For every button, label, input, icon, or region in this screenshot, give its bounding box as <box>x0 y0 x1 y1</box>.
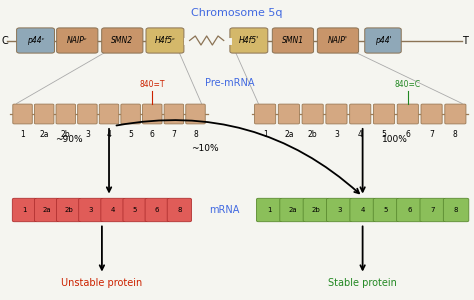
Text: 2b: 2b <box>311 207 320 213</box>
Text: 2a: 2a <box>284 130 293 139</box>
FancyBboxPatch shape <box>101 198 125 222</box>
FancyBboxPatch shape <box>57 28 98 53</box>
Text: 3: 3 <box>89 207 93 213</box>
Text: 6: 6 <box>405 130 410 139</box>
Text: 840=C: 840=C <box>395 80 421 89</box>
Text: H4f5ᶜ: H4f5ᶜ <box>155 36 175 45</box>
Text: 1: 1 <box>267 207 272 213</box>
Text: Chromosome 5q: Chromosome 5q <box>191 8 283 17</box>
Text: 5: 5 <box>384 207 388 213</box>
Text: 7: 7 <box>172 130 176 139</box>
Text: Pre-mRNA: Pre-mRNA <box>205 79 255 88</box>
FancyBboxPatch shape <box>350 104 371 124</box>
FancyBboxPatch shape <box>302 104 323 124</box>
Text: 3: 3 <box>334 130 339 139</box>
FancyBboxPatch shape <box>56 198 81 222</box>
Text: NAIP': NAIP' <box>328 36 348 45</box>
FancyBboxPatch shape <box>421 104 442 124</box>
FancyBboxPatch shape <box>255 104 276 124</box>
Text: 840=T: 840=T <box>139 80 165 89</box>
FancyBboxPatch shape <box>56 104 75 124</box>
Text: Unstable protein: Unstable protein <box>61 278 143 287</box>
Text: 1: 1 <box>20 130 25 139</box>
Text: p44ᶜ: p44ᶜ <box>27 36 44 45</box>
FancyBboxPatch shape <box>272 28 313 53</box>
FancyBboxPatch shape <box>278 104 300 124</box>
FancyBboxPatch shape <box>445 104 466 124</box>
FancyBboxPatch shape <box>12 198 36 222</box>
Text: SMN2: SMN2 <box>111 36 133 45</box>
FancyBboxPatch shape <box>79 198 103 222</box>
FancyBboxPatch shape <box>397 198 422 222</box>
Text: ~10%: ~10% <box>191 144 219 153</box>
FancyBboxPatch shape <box>280 198 305 222</box>
Text: 2b: 2b <box>61 130 71 139</box>
Text: 2a: 2a <box>39 130 49 139</box>
Text: 2b: 2b <box>308 130 318 139</box>
Text: 4: 4 <box>358 130 363 139</box>
Text: 2b: 2b <box>64 207 73 213</box>
FancyBboxPatch shape <box>35 198 59 222</box>
Text: 1: 1 <box>263 130 267 139</box>
FancyBboxPatch shape <box>256 198 282 222</box>
FancyBboxPatch shape <box>420 198 446 222</box>
FancyBboxPatch shape <box>373 198 399 222</box>
Text: 1: 1 <box>22 207 27 213</box>
FancyBboxPatch shape <box>326 104 347 124</box>
FancyBboxPatch shape <box>78 104 97 124</box>
FancyBboxPatch shape <box>145 198 169 222</box>
Text: 6: 6 <box>155 207 159 213</box>
FancyBboxPatch shape <box>17 28 55 53</box>
Text: 8: 8 <box>177 207 182 213</box>
Text: NAIPᶜ: NAIPᶜ <box>67 36 88 45</box>
FancyBboxPatch shape <box>99 104 119 124</box>
FancyBboxPatch shape <box>143 104 162 124</box>
Text: 3: 3 <box>85 130 90 139</box>
FancyBboxPatch shape <box>35 104 54 124</box>
FancyBboxPatch shape <box>101 28 143 53</box>
FancyBboxPatch shape <box>303 198 328 222</box>
FancyBboxPatch shape <box>186 104 205 124</box>
Text: 5: 5 <box>382 130 386 139</box>
Text: C: C <box>1 35 8 46</box>
FancyBboxPatch shape <box>374 104 394 124</box>
Text: 2a: 2a <box>42 207 51 213</box>
Text: 8: 8 <box>454 207 458 213</box>
FancyBboxPatch shape <box>123 198 147 222</box>
Text: H4f5': H4f5' <box>239 36 259 45</box>
Text: ~90%: ~90% <box>55 135 82 144</box>
Text: 2a: 2a <box>288 207 297 213</box>
Text: 5: 5 <box>133 207 137 213</box>
Text: SMN1: SMN1 <box>282 36 304 45</box>
Text: 4: 4 <box>107 130 111 139</box>
FancyBboxPatch shape <box>327 198 352 222</box>
FancyBboxPatch shape <box>164 104 183 124</box>
FancyBboxPatch shape <box>167 198 191 222</box>
Text: 4: 4 <box>111 207 115 213</box>
FancyBboxPatch shape <box>443 198 469 222</box>
Text: 7: 7 <box>429 130 434 139</box>
Text: p44': p44' <box>374 36 392 45</box>
Text: Stable protein: Stable protein <box>328 278 397 287</box>
FancyBboxPatch shape <box>365 28 401 53</box>
FancyBboxPatch shape <box>13 104 32 124</box>
Text: 6: 6 <box>150 130 155 139</box>
Text: 100%: 100% <box>382 135 408 144</box>
Text: T: T <box>463 35 468 46</box>
Text: 3: 3 <box>337 207 341 213</box>
Text: mRNA: mRNA <box>209 205 239 215</box>
FancyBboxPatch shape <box>121 104 140 124</box>
FancyBboxPatch shape <box>350 198 375 222</box>
Text: 8: 8 <box>193 130 198 139</box>
Text: 4: 4 <box>360 207 365 213</box>
Text: 6: 6 <box>407 207 411 213</box>
Text: 8: 8 <box>453 130 458 139</box>
FancyBboxPatch shape <box>318 28 358 53</box>
Text: 7: 7 <box>430 207 435 213</box>
Text: 5: 5 <box>128 130 133 139</box>
FancyBboxPatch shape <box>397 104 419 124</box>
FancyBboxPatch shape <box>146 28 184 53</box>
FancyBboxPatch shape <box>230 28 268 53</box>
